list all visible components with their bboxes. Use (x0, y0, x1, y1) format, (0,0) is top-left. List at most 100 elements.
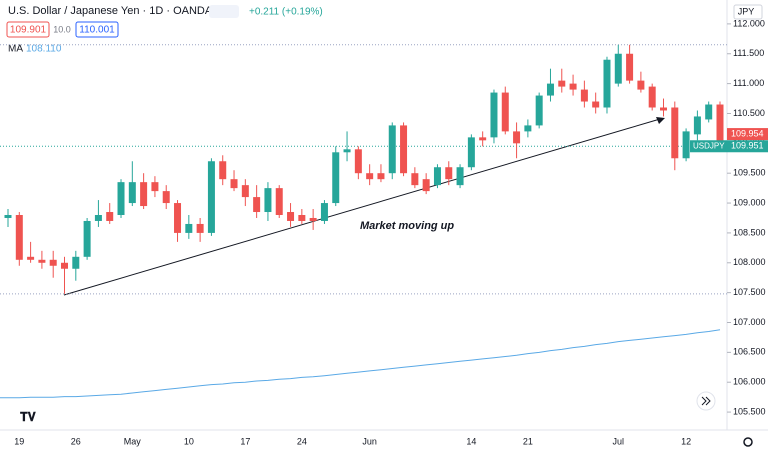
candle-body (682, 131, 690, 159)
buy-button[interactable] (75, 21, 119, 38)
candle-body (298, 215, 306, 221)
candle-body (614, 53, 622, 84)
candle-body (174, 203, 182, 233)
candle-body (501, 92, 509, 132)
candle-body (603, 59, 611, 108)
candle-body (207, 161, 215, 233)
candle-body (411, 173, 419, 186)
candle-body (49, 259, 57, 266)
x-tick-label: Jun (362, 436, 377, 446)
candle-body (241, 185, 249, 198)
sell-price: 109.901 (10, 25, 47, 36)
candle-body (524, 125, 532, 132)
candle-body (716, 104, 724, 147)
candle-body (320, 203, 328, 221)
y-tick-label: 111.500 (733, 48, 764, 58)
candle-body (230, 179, 238, 189)
symbol-title: U.S. Dollar / Japanese Yen · 1D · OANDA (8, 5, 213, 17)
y-tick-label: 108.000 (733, 257, 766, 267)
candle-body (309, 217, 317, 221)
candle-body (162, 191, 170, 204)
x-tick-label: 10 (184, 436, 194, 446)
x-tick-label: 17 (240, 436, 250, 446)
x-tick-label: 12 (681, 436, 691, 446)
candle-body (400, 125, 408, 174)
candle-body (467, 137, 475, 168)
x-tick-label: 14 (466, 436, 476, 446)
candle-body (140, 182, 148, 207)
candle-body (445, 167, 453, 180)
candle-body (83, 220, 91, 257)
candle-body (219, 161, 227, 180)
candle-body (637, 80, 645, 90)
scroll-icon (701, 396, 711, 406)
currency-button[interactable] (733, 4, 763, 20)
candle-body (433, 167, 441, 186)
x-tick-label: May (124, 436, 142, 446)
candle-body (671, 107, 679, 159)
symbol-name: USDJPY (693, 141, 725, 150)
candle-body (151, 182, 159, 192)
candle-body (377, 173, 385, 180)
x-tick-label: 24 (297, 436, 307, 446)
ma-name: MA (8, 44, 23, 55)
candle-body (185, 223, 193, 233)
candle-body (388, 125, 396, 174)
y-tick-label: 109.500 (733, 168, 766, 178)
y-tick-label: 108.500 (733, 227, 766, 237)
y-tick-label: 106.000 (733, 377, 766, 387)
candle-body (693, 116, 701, 135)
candle-body (15, 215, 23, 260)
y-tick-label: 109.000 (733, 197, 766, 207)
candle-body (106, 212, 114, 221)
y-tick-label: 112.000 (733, 18, 765, 28)
candle-body (592, 101, 600, 108)
logo: 𝐓𝐕 (20, 410, 37, 424)
candle-body (558, 80, 566, 87)
buy-price: 110.001 (79, 25, 115, 36)
candle-body (117, 182, 125, 215)
candle-body (479, 137, 487, 141)
settings-button[interactable] (743, 437, 753, 447)
y-tick-label: 111.000 (733, 78, 764, 88)
candle-body (253, 197, 261, 213)
candle-body (648, 86, 656, 108)
candle-body (659, 107, 667, 111)
change: +0.211 (+0.19%) (249, 7, 323, 18)
candle-body (287, 212, 295, 221)
candle-body (94, 215, 102, 221)
candle-body (61, 262, 69, 269)
candle-body (456, 167, 464, 186)
candle-body (4, 215, 12, 218)
candle-body (422, 179, 430, 192)
flags[interactable] (209, 5, 239, 18)
x-tick-label: Jul (613, 436, 625, 446)
y-tick-label: 107.500 (733, 287, 766, 297)
x-tick-label: 21 (523, 436, 533, 446)
last-price-label: 109.954 (731, 128, 764, 138)
y-tick-label: 110.500 (733, 108, 765, 118)
sell-button[interactable] (6, 21, 50, 38)
annotation: Market moving up (360, 220, 454, 232)
candle-body (546, 83, 554, 96)
spread: 10.0 (53, 24, 71, 34)
y-tick-label: 107.000 (733, 317, 766, 327)
candle-body (128, 182, 136, 204)
y-tick-label: 106.500 (733, 347, 766, 357)
candle-body (569, 83, 577, 90)
candle-body (705, 104, 713, 120)
candle-body (264, 188, 272, 213)
x-tick-label: 19 (14, 436, 24, 446)
candle-body (535, 95, 543, 126)
candle-body (332, 152, 340, 204)
candle-body (275, 188, 283, 215)
candle-body (626, 53, 634, 81)
arrow-head (656, 117, 665, 124)
candle-body (354, 149, 362, 174)
candle-body (27, 256, 35, 260)
ma-line (0, 329, 721, 399)
candle-body (366, 173, 374, 180)
candle-body (38, 259, 46, 263)
